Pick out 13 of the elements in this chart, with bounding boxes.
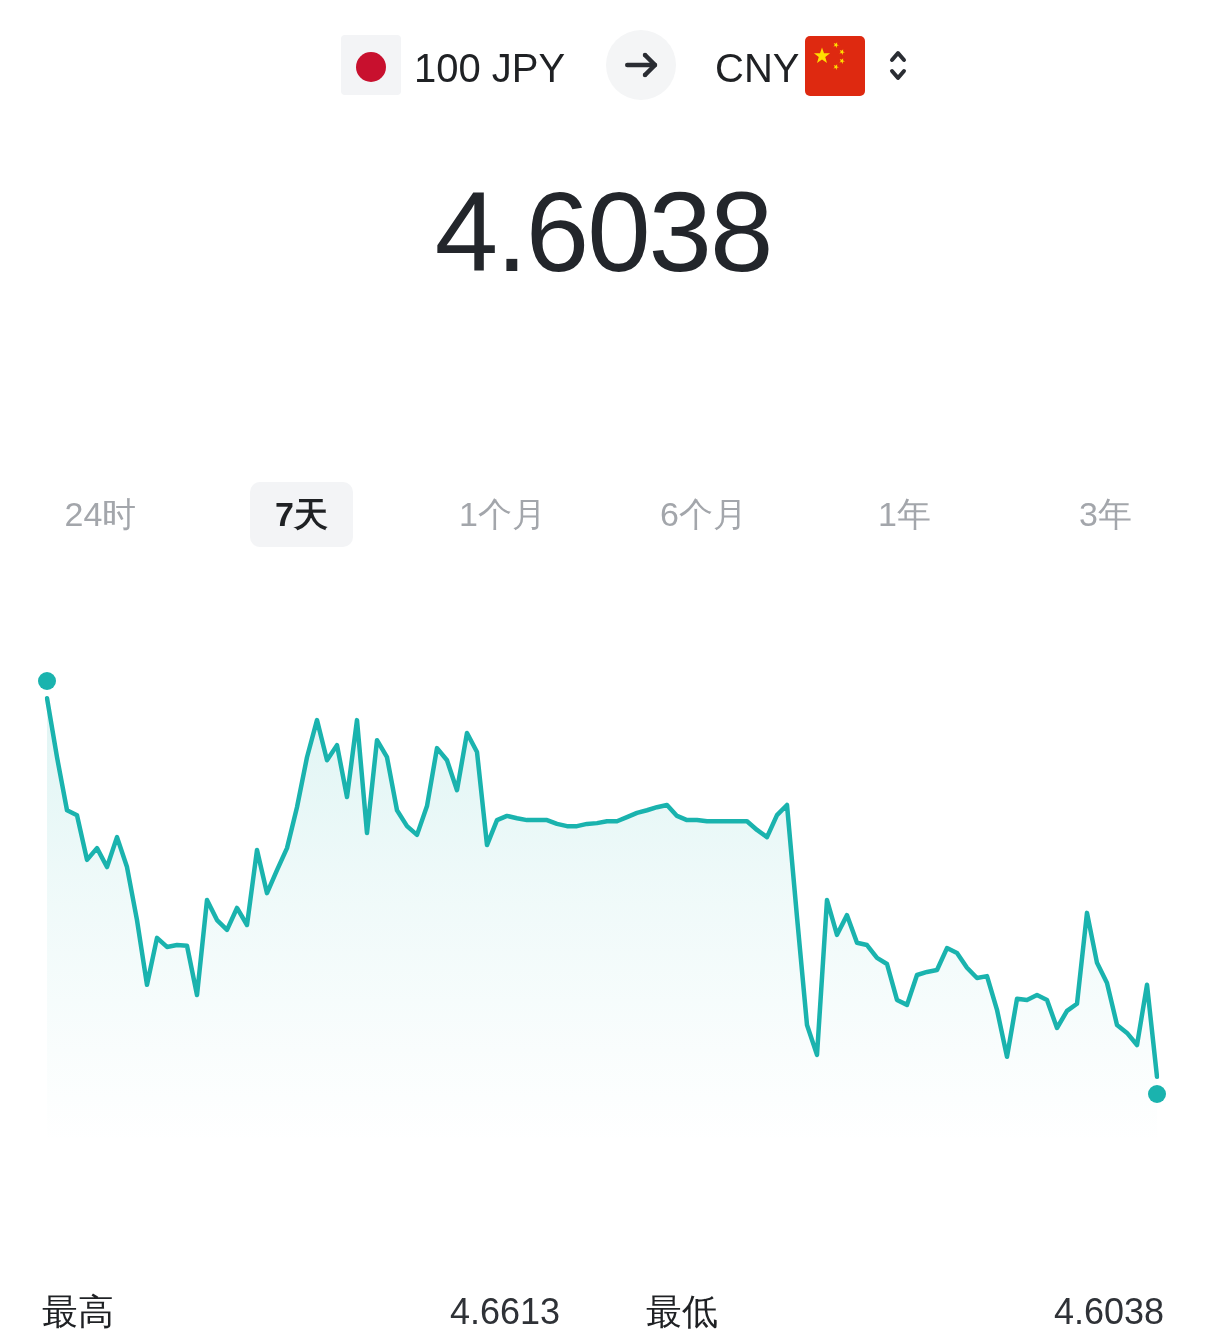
text: 4.6038 — [1053, 1290, 1164, 1333]
text: CNY — [715, 45, 800, 92]
text: 1年 — [878, 494, 931, 535]
text: 24时 — [64, 494, 137, 535]
text: 4.6613 — [449, 1290, 560, 1333]
text: 1个月 — [459, 494, 546, 535]
text: 最高 — [42, 1290, 114, 1333]
text: 7天 — [275, 494, 328, 535]
text: 100 JPY — [414, 45, 566, 92]
text: 6个月 — [660, 494, 747, 535]
text: 3年 — [1079, 494, 1132, 535]
text: 4.6038 — [433, 168, 773, 295]
text: 最低 — [646, 1290, 718, 1333]
